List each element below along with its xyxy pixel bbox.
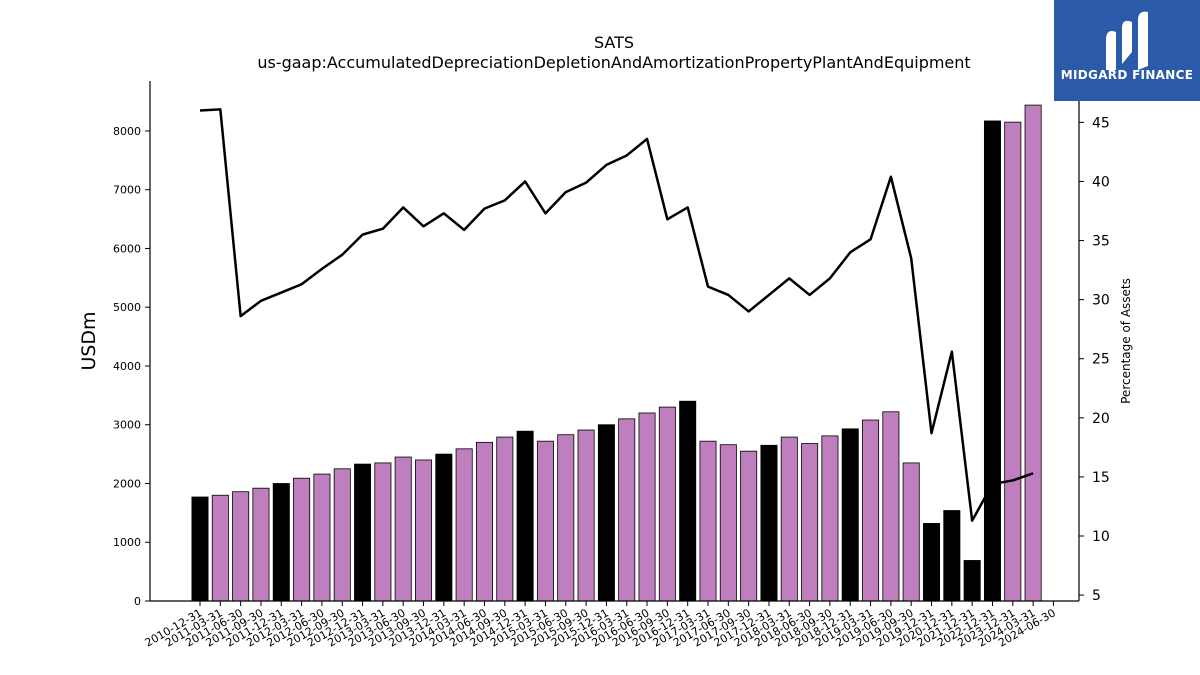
y-axis-label: USDm [78,311,100,370]
bar-series [191,104,1042,602]
y-tick-label: 7000 [113,184,141,197]
bar-2014-12-31 [516,430,534,602]
y2-tick-label: 5 [1092,588,1101,604]
bar-2020-12-31 [943,510,961,602]
y2-tick-label: 25 [1092,352,1110,368]
bar-2024-03-31 [1024,104,1042,602]
y2-tick-label: 40 [1092,174,1110,190]
y-tick-label: 6000 [113,242,141,255]
chart-title: SATS [594,33,634,52]
bar-2013-03-31 [374,462,392,602]
x-axis-ticks: 2010-12-312011-03-312011-06-302011-09-30… [143,601,1058,650]
bar-2016-06-30 [638,412,656,602]
y-tick-label: 1000 [113,536,141,549]
logo-text: MIDGARD FINANCE [1060,68,1194,82]
bar-2022-12-31 [983,120,1001,602]
bar-2013-06-30 [394,456,412,602]
y-tick-label: 5000 [113,301,141,314]
bar-2017-09-30 [740,450,758,602]
bar-2014-03-31 [455,448,473,602]
y2-tick-label: 15 [1092,470,1110,486]
bar-2011-09-30 [252,487,270,602]
bar-2017-06-30 [719,444,737,602]
bar-2015-12-31 [597,424,615,602]
bar-2018-09-30 [821,435,839,602]
y-tick-label: 8000 [113,125,141,138]
y-tick-label: 0 [134,595,141,608]
bar-2011-03-31 [211,494,229,602]
bar-2011-06-30 [232,491,250,602]
y2-tick-label: 35 [1092,234,1110,250]
y-tick-label: 2000 [113,477,141,490]
bar-2018-12-31 [841,428,859,602]
y2-axis-label: Percentage of Assets [1119,278,1133,404]
bar-2014-06-30 [475,441,493,602]
bar-2017-03-31 [699,440,717,602]
bar-2017-12-31 [760,444,778,602]
y2-tick-label: 20 [1092,411,1110,427]
y2-axis-ticks: 5 10 15 20 25 30 35 40 45 [1079,115,1110,604]
bar-2016-09-30 [658,406,676,602]
bar-2019-03-31 [862,419,880,602]
bar-2016-12-31 [679,400,697,602]
bar-2014-09-30 [496,436,514,602]
bar-2012-06-30 [313,473,331,602]
logo-mark-icon [1106,11,1148,70]
bar-2019-09-30 [902,462,920,602]
bar-2015-09-30 [577,429,595,602]
bar-2012-03-31 [293,477,311,602]
bar-2012-09-30 [333,468,351,602]
bar-2019-12-31 [923,523,941,602]
bar-2012-12-31 [354,463,372,602]
bar-2021-12-31 [963,560,981,602]
bar-2019-06-30 [882,411,900,602]
y2-tick-label: 45 [1092,115,1110,131]
axes [149,81,1080,602]
bar-2010-12-31 [191,496,209,602]
bar-2018-03-31 [780,436,798,602]
bar-2023-12-31 [1004,121,1022,602]
bar-2013-12-31 [435,453,453,602]
bar-2015-03-31 [536,440,554,602]
bar-2018-06-30 [801,443,819,602]
y-axis-ticks: 0 1000 2000 3000 4000 5000 6000 7000 8000 [113,125,150,608]
y2-tick-label: 30 [1092,293,1110,309]
percentage-line [199,108,1034,522]
bar-2013-09-30 [415,459,433,602]
bar-2011-12-31 [272,483,290,602]
chart-subtitle: us-gaap:AccumulatedDepreciationDepletion… [257,53,970,72]
y2-tick-label: 10 [1092,529,1110,545]
bar-2016-03-31 [618,418,636,602]
y-tick-label: 4000 [113,360,141,373]
y-tick-label: 3000 [113,419,141,432]
midgard-finance-logo: MIDGARD FINANCE [1054,0,1200,101]
bar-2015-06-30 [557,434,575,602]
